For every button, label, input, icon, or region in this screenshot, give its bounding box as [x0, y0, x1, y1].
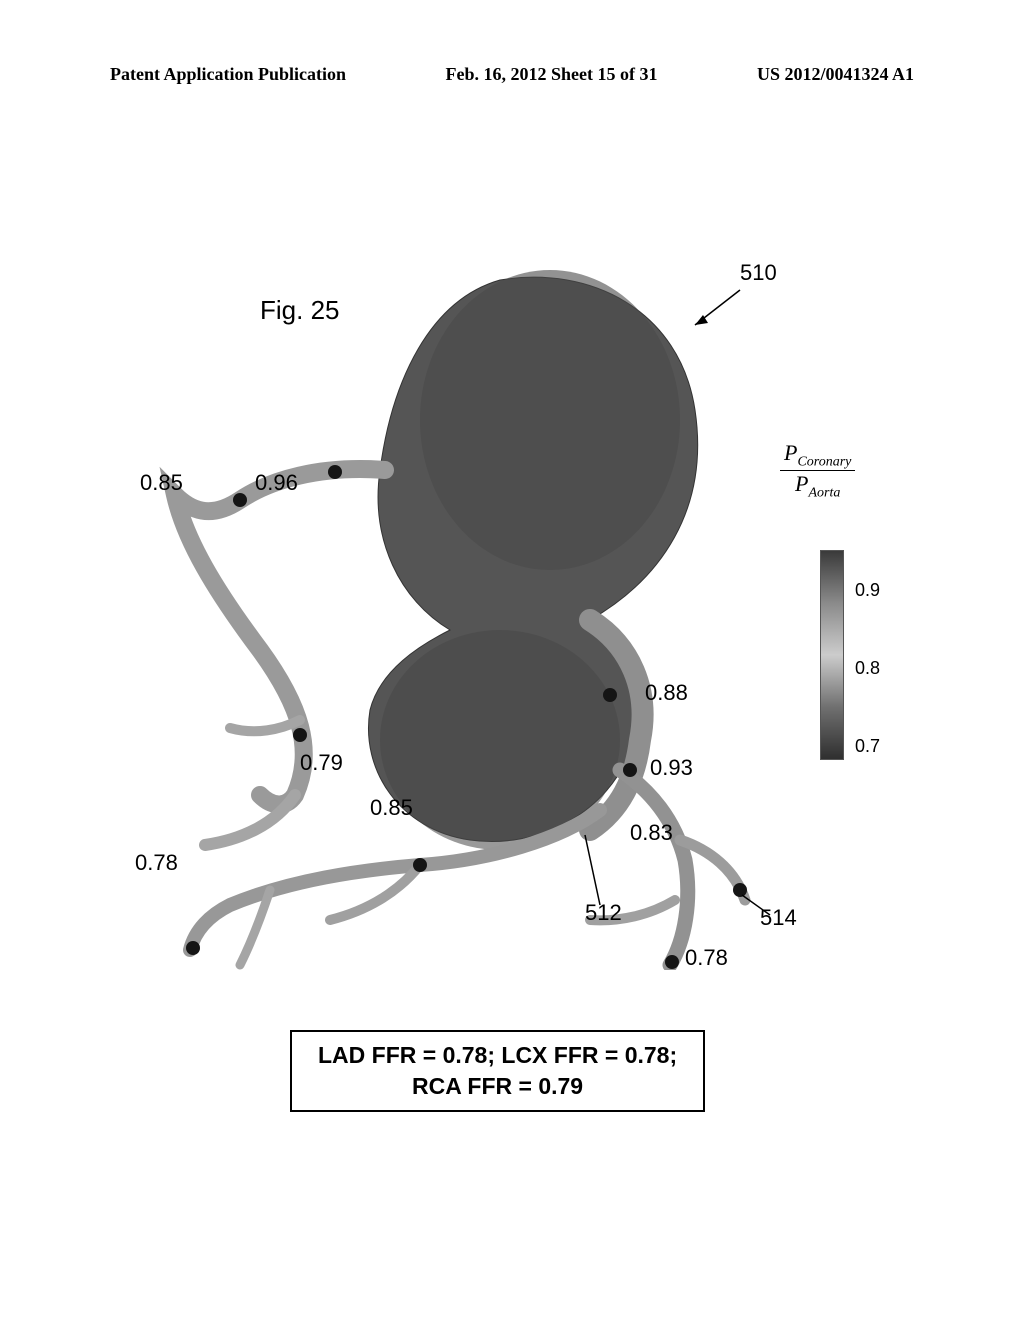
rca-vessel [175, 469, 385, 804]
ref-514: 514 [760, 905, 797, 931]
ref-512: 512 [585, 900, 622, 926]
ffr-value: 0.79 [300, 750, 343, 776]
header-right: US 2012/0041324 A1 [757, 64, 914, 85]
ffr-value: 0.88 [645, 680, 688, 706]
cb-tick-1: 0.8 [855, 658, 880, 679]
ffr-value: 0.85 [370, 795, 413, 821]
ffr-value: 0.96 [255, 470, 298, 496]
anatomy-svg [120, 250, 900, 970]
ffr-value: 0.93 [650, 755, 693, 781]
summary-line2: RCA FFR = 0.79 [318, 1071, 677, 1102]
cb-tick-2: 0.7 [855, 736, 880, 757]
rca-branch-2 [230, 720, 300, 731]
marker [603, 688, 617, 702]
colorbar [820, 550, 844, 760]
summary-line1: LAD FFR = 0.78; LCX FFR = 0.78; [318, 1040, 677, 1071]
figure-label: Fig. 25 [260, 295, 340, 326]
marker [665, 955, 679, 969]
marker [623, 763, 637, 777]
ratio-p-num: P [784, 440, 797, 465]
ffr-value: 0.85 [140, 470, 183, 496]
ffr-value: 0.78 [685, 945, 728, 971]
shade-1 [420, 270, 680, 570]
marker [293, 728, 307, 742]
ratio-num-sub: Coronary [797, 454, 851, 469]
ffr-summary-box: LAD FFR = 0.78; LCX FFR = 0.78; RCA FFR … [290, 1030, 705, 1112]
marker [186, 941, 200, 955]
leader-512 [585, 835, 600, 905]
ffr-ratio: PCoronary PAorta [780, 440, 855, 502]
marker [413, 858, 427, 872]
ratio-p-den: P [795, 471, 808, 496]
figure-25: Fig. 25 510 512 514 PCoronary PAorta 0.9… [120, 250, 900, 970]
cb-tick-0: 0.9 [855, 580, 880, 601]
marker [328, 465, 342, 479]
header-center: Feb. 16, 2012 Sheet 15 of 31 [446, 64, 658, 85]
ffr-value: 0.83 [630, 820, 673, 846]
ref-510: 510 [740, 260, 777, 286]
marker [733, 883, 747, 897]
page-header: Patent Application Publication Feb. 16, … [0, 64, 1024, 85]
header-left: Patent Application Publication [110, 64, 346, 85]
ffr-value: 0.78 [135, 850, 178, 876]
marker [233, 493, 247, 507]
ratio-den-sub: Aorta [808, 486, 840, 501]
